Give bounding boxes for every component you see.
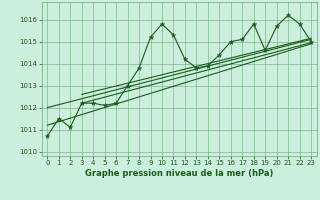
X-axis label: Graphe pression niveau de la mer (hPa): Graphe pression niveau de la mer (hPa) [85,169,273,178]
